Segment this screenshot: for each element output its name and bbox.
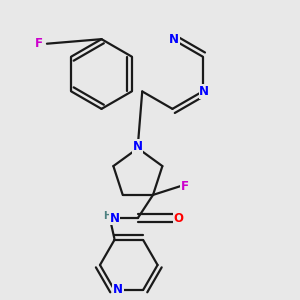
Text: N: N — [113, 284, 123, 296]
Text: O: O — [174, 212, 184, 224]
Text: F: F — [35, 37, 44, 50]
Text: H: H — [103, 211, 112, 220]
Text: N: N — [169, 33, 179, 46]
Text: N: N — [199, 85, 209, 98]
Text: N: N — [110, 212, 120, 224]
Text: F: F — [181, 180, 189, 193]
Text: N: N — [133, 140, 143, 153]
